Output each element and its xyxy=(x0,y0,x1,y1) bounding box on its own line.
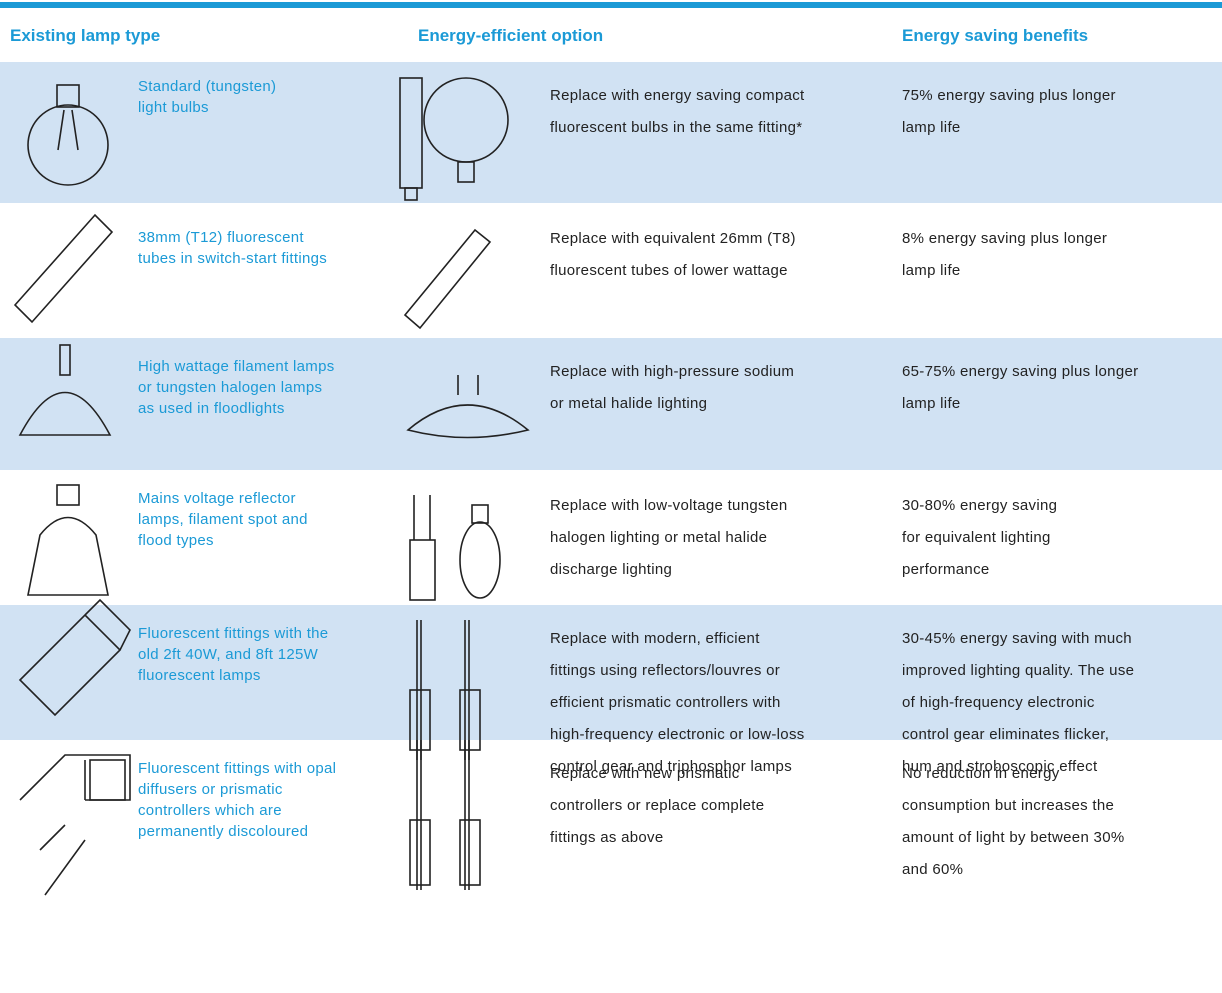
existing-cell: Fluorescent fittings with opal diffusers … xyxy=(138,758,393,842)
cell-text: control gear and triphosphor lamps xyxy=(550,758,792,775)
column-header: Energy saving benefits xyxy=(902,26,1089,45)
cell-text: Replace with energy saving compact xyxy=(550,87,805,104)
cell-text: discharge lighting xyxy=(550,561,673,578)
benefit-cell: 65-75% energy saving plus longer lamp lif… xyxy=(902,356,1222,420)
existing-cell: 38mm (T12) fluorescent tubes in switch-st… xyxy=(138,227,393,269)
cell-text: amount of light by between 30% xyxy=(902,829,1125,846)
table-row: Fluorescent fittings with opal diffusers … xyxy=(0,740,1222,993)
cell-text: Fluorescent fittings with opal xyxy=(138,760,337,777)
cell-text: Replace with modern, efficient xyxy=(550,630,760,647)
table-row: Standard (tungsten) light bulbs Replace wi… xyxy=(0,62,1222,203)
column-header: Existing lamp type xyxy=(10,26,161,45)
cell-text: Fluorescent fittings with the xyxy=(138,625,329,642)
cell-text: efficient prismatic controllers with xyxy=(550,694,781,711)
cell-text: diffusers or prismatic xyxy=(138,781,283,798)
cell-text: or metal halide lighting xyxy=(550,395,708,412)
option-cell: Replace with modern, efficient fittings u… xyxy=(550,623,895,783)
option-cell: Replace with energy saving compact fluore… xyxy=(550,80,895,144)
cell-text: 30-45% energy saving with much xyxy=(902,630,1132,647)
cell-text: No reduction in energy xyxy=(902,765,1060,782)
cell-text: 8% energy saving plus longer xyxy=(902,230,1108,247)
cell-text: fluorescent lamps xyxy=(138,667,261,684)
cell-text: lamp life xyxy=(902,119,961,136)
existing-cell: Standard (tungsten) light bulbs xyxy=(138,76,393,118)
cell-text: halogen lighting or metal halide xyxy=(550,529,768,546)
benefit-cell: 8% energy saving plus longer lamp life xyxy=(902,223,1222,287)
cell-text: controllers or replace complete xyxy=(550,797,765,814)
cell-text: lamp life xyxy=(902,395,961,412)
cell-text: Replace with high-pressure sodium xyxy=(550,363,795,380)
cell-text: performance xyxy=(902,561,990,578)
cell-text: as used in floodlights xyxy=(138,400,285,417)
cell-text: fittings as above xyxy=(550,829,664,846)
cell-text: lamps, filament spot and xyxy=(138,511,308,528)
benefit-cell: No reduction in energy consumption but in… xyxy=(902,758,1222,886)
cell-text: light bulbs xyxy=(138,99,209,116)
cell-text: lamp life xyxy=(902,262,961,279)
cell-text: permanently discoloured xyxy=(138,823,309,840)
option-cell: Replace with new prismatic controllers or… xyxy=(550,758,895,854)
cell-text: fluorescent tubes of lower wattage xyxy=(550,262,788,279)
benefit-cell: 30-80% energy saving for equivalent light… xyxy=(902,490,1222,586)
cell-text: high-frequency electronic or low-loss xyxy=(550,726,805,743)
cell-text: 38mm (T12) fluorescent xyxy=(138,229,304,246)
cell-text: Replace with new prismatic xyxy=(550,765,740,782)
column-header: Energy-efficient option xyxy=(418,26,604,45)
cell-text: control gear eliminates flicker, xyxy=(902,726,1110,743)
option-cell: Replace with low-voltage tungsten halogen… xyxy=(550,490,895,586)
option-cell: Replace with high-pressure sodium or meta… xyxy=(550,356,895,420)
cell-text: flood types xyxy=(138,532,214,549)
table-row: 38mm (T12) fluorescent tubes in switch-st… xyxy=(0,203,1222,338)
cell-text: Mains voltage reflector xyxy=(138,490,296,507)
existing-cell: Fluorescent fittings with the old 2ft 40W… xyxy=(138,623,393,686)
existing-cell: High wattage filament lamps or tungsten h… xyxy=(138,356,393,419)
benefit-cell: 75% energy saving plus longer lamp life xyxy=(902,80,1222,144)
cell-text: old 2ft 40W, and 8ft 125W xyxy=(138,646,319,663)
cell-text: 65-75% energy saving plus longer xyxy=(902,363,1139,380)
cell-text: Replace with equivalent 26mm (T8) xyxy=(550,230,796,247)
benefit-cell: 30-45% energy saving with much improved l… xyxy=(902,623,1222,783)
option-cell: Replace with equivalent 26mm (T8) fluores… xyxy=(550,223,895,287)
existing-cell: Mains voltage reflector lamps, filament s… xyxy=(138,488,393,551)
cell-text: improved lighting quality. The use xyxy=(902,662,1135,679)
cell-text: 75% energy saving plus longer xyxy=(902,87,1116,104)
cell-text: 30-80% energy saving xyxy=(902,497,1058,514)
cell-text: of high-frequency electronic xyxy=(902,694,1095,711)
cell-text: tubes in switch-start fittings xyxy=(138,250,328,267)
cell-text: Replace with low-voltage tungsten xyxy=(550,497,788,514)
cell-text: fluorescent bulbs in the same fitting* xyxy=(550,119,803,136)
cell-text: consumption but increases the xyxy=(902,797,1115,814)
cell-text: hum and stroboscopic effect xyxy=(902,758,1098,775)
cell-text: or tungsten halogen lamps xyxy=(138,379,323,396)
table-row: Mains voltage reflector lamps, filament s… xyxy=(0,470,1222,605)
cell-text: controllers which are xyxy=(138,802,282,819)
table-row: Fluorescent fittings with the old 2ft 40W… xyxy=(0,605,1222,775)
cell-text: High wattage filament lamps xyxy=(138,358,335,375)
top-rule xyxy=(0,2,1222,8)
cell-text: for equivalent lighting xyxy=(902,529,1051,546)
table-row: High wattage filament lamps or tungsten h… xyxy=(0,338,1222,470)
cell-text: Standard (tungsten) xyxy=(138,78,277,95)
cell-text: fittings using reflectors/louvres or xyxy=(550,662,781,679)
cell-text: and 60% xyxy=(902,861,964,878)
